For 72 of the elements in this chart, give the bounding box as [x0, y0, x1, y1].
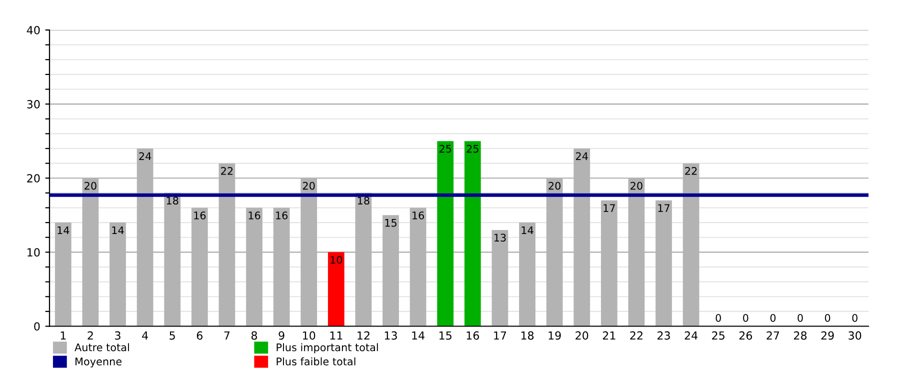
x-tick-label: 7: [224, 331, 230, 340]
x-tick-label: 14: [412, 331, 424, 340]
data-label: 16: [276, 211, 288, 220]
x-tick-label: 21: [602, 331, 616, 340]
x-tick-label: 28: [794, 331, 807, 340]
x-tick-label: 5: [170, 331, 175, 340]
x-tick-label: 25: [712, 331, 724, 340]
data-label: 0: [824, 314, 830, 322]
x-tick-label: 30: [848, 331, 862, 340]
y-tick-label: 40: [26, 26, 40, 34]
data-label: 20: [84, 182, 96, 190]
legend-label: Autre total: [74, 343, 129, 352]
legend-label: Plus important total: [276, 343, 378, 354]
x-tick-label: 23: [657, 331, 670, 340]
legend-label: Moyenne: [76, 358, 122, 368]
data-label: 0: [770, 314, 776, 322]
data-label: 10: [330, 256, 342, 264]
x-tick-label: 27: [766, 331, 780, 340]
data-label: 14: [112, 226, 124, 234]
x-tick-label: 26: [739, 331, 752, 340]
y-tick-label: 20: [27, 174, 40, 183]
data-label: 14: [58, 226, 70, 234]
data-label: 18: [166, 196, 178, 205]
data-label: 20: [302, 182, 315, 190]
data-label: 0: [852, 314, 858, 322]
data-label: 16: [248, 211, 260, 220]
bar: [464, 141, 481, 326]
data-label: 17: [658, 204, 670, 212]
data-label: 0: [743, 314, 748, 322]
data-label: 24: [139, 152, 152, 160]
y-tick-label: 30: [27, 100, 40, 108]
data-label: 22: [685, 167, 697, 175]
bar: [437, 141, 454, 326]
bar: [328, 252, 344, 326]
data-label: 18: [358, 196, 370, 205]
x-tick-label: 16: [466, 331, 480, 340]
x-tick-label: 4: [142, 331, 148, 340]
data-label: 16: [194, 211, 206, 220]
y-tick-label: 10: [28, 248, 40, 257]
data-label: 0: [716, 314, 721, 322]
data-label: 0: [798, 314, 803, 322]
data-label: 14: [522, 226, 534, 234]
x-tick-label: 8: [251, 331, 258, 340]
y-tick-label: 0: [34, 322, 40, 331]
x-tick-label: 10: [303, 331, 316, 340]
data-label: 15: [385, 219, 396, 227]
data-label: 25: [466, 144, 478, 153]
data-label: 24: [576, 152, 588, 160]
legend-label: Plus faible total: [276, 357, 356, 366]
x-tick-label: 1: [60, 331, 66, 340]
x-tick-label: 9: [278, 331, 284, 340]
data-label: 25: [439, 144, 452, 153]
x-tick-label: 24: [684, 331, 698, 340]
data-label: 22: [221, 167, 233, 175]
x-tick-label: 13: [384, 331, 397, 340]
x-tick-label: 18: [521, 331, 534, 340]
x-tick-label: 22: [630, 331, 642, 340]
x-tick-label: 6: [196, 331, 202, 340]
data-label: 20: [630, 182, 642, 190]
x-tick-label: 11: [330, 331, 342, 340]
data-label: 16: [412, 211, 424, 220]
x-tick-label: 3: [115, 331, 120, 340]
x-tick-label: 15: [440, 331, 452, 340]
data-label: 20: [548, 182, 560, 190]
x-tick-label: 2: [88, 331, 93, 340]
data-label: 17: [604, 204, 615, 212]
x-tick-label: 20: [576, 331, 588, 340]
x-tick-label: 19: [548, 331, 561, 340]
data-label: 13: [494, 234, 506, 242]
x-tick-label: 12: [358, 331, 370, 340]
x-tick-label: 17: [494, 331, 506, 340]
x-tick-label: 29: [821, 331, 834, 340]
